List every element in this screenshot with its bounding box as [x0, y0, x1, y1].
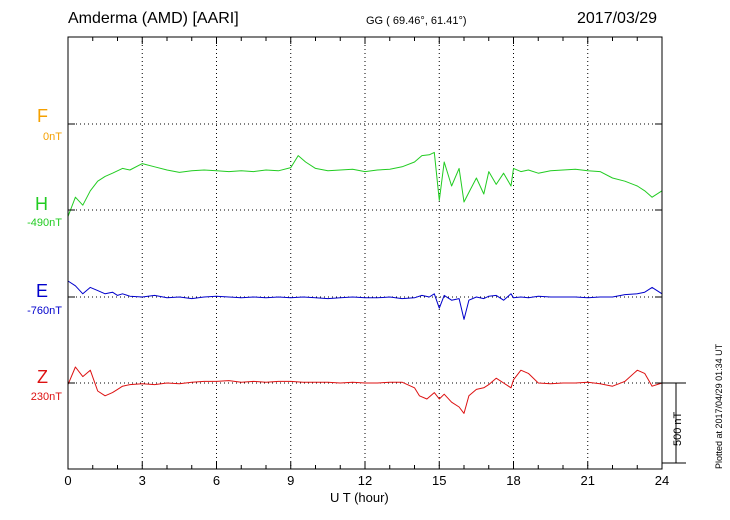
component-e-letter: E [35, 281, 48, 301]
x-tick-label: 0 [64, 473, 71, 488]
x-tick-label: 9 [287, 473, 294, 488]
date-label: 2017/03/29 [577, 10, 658, 27]
x-tick-label: 21 [581, 473, 595, 488]
component-z-offset: 230nT [30, 391, 62, 403]
component-e-offset: -760nT [27, 305, 62, 317]
x-tick-label: 24 [655, 473, 669, 488]
x-tick-label: 6 [213, 473, 220, 488]
scale-bar [662, 382, 686, 464]
station-title: Amderma (AMD) [AARI] [68, 10, 239, 27]
component-f-letter: F [37, 106, 48, 126]
scale-bar-label: 500 nT [672, 411, 684, 446]
x-tick-label: 18 [506, 473, 520, 488]
grid-lines [68, 37, 662, 469]
component-h-letter: H [35, 194, 48, 214]
component-f-offset: 0nT [43, 131, 62, 143]
series-e-line [67, 280, 663, 320]
series-z-line [67, 366, 663, 414]
component-h-offset: -490nT [27, 217, 62, 229]
x-tick-label: 15 [432, 473, 446, 488]
series-h-line [67, 151, 663, 217]
x-tick-label: 3 [139, 473, 146, 488]
coordinates-label: GG ( 69.46°, 61.41°) [366, 15, 467, 27]
x-axis-label: U T (hour) [330, 490, 389, 505]
plotted-note: Plotted at 2017/04/29 01:34 UT [714, 343, 724, 469]
component-z-letter: Z [37, 367, 48, 387]
x-tick-label: 12 [358, 473, 372, 488]
series-lines [67, 151, 663, 414]
axis-ticks: 0 3 6 9 12 15 18 21 24 [64, 37, 669, 488]
